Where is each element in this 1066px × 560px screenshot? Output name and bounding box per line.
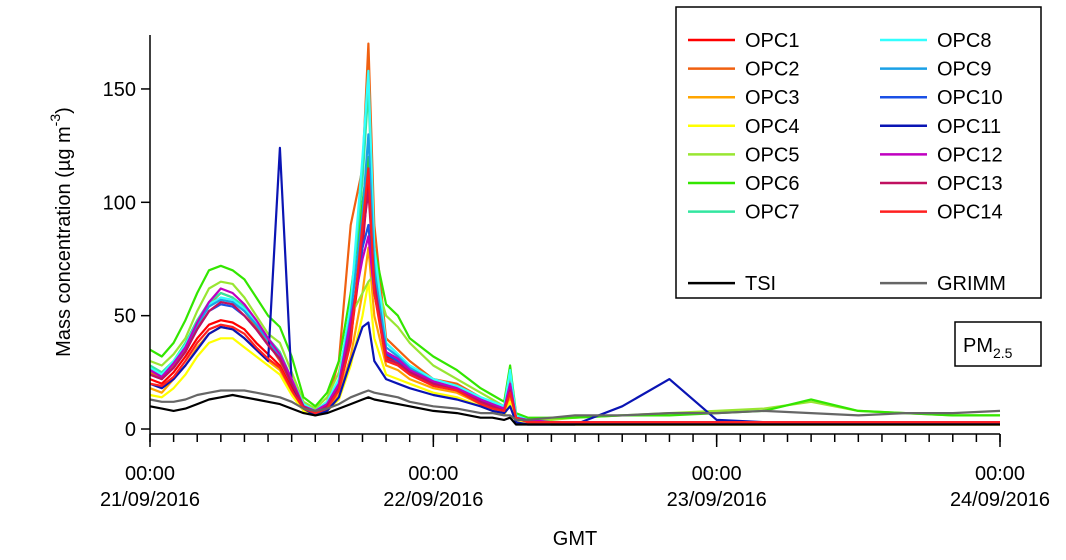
annotation-box bbox=[954, 321, 1042, 367]
y-tick-label: 100 bbox=[103, 192, 136, 214]
x-tick-label: 21/09/2016 bbox=[100, 489, 200, 511]
legend-label: TSI bbox=[745, 273, 776, 295]
y-tick-label: 150 bbox=[103, 79, 136, 101]
y-tick-label: 50 bbox=[114, 306, 136, 328]
x-axis-label: GMT bbox=[553, 528, 597, 550]
x-tick-label: 00:00 bbox=[975, 463, 1025, 485]
annotation: PM2.5 bbox=[963, 335, 1013, 361]
legend-label: OPC3 bbox=[745, 87, 799, 109]
legend-label: OPC11 bbox=[937, 116, 1001, 138]
legend-label: OPC14 bbox=[937, 202, 1003, 224]
legend-label: OPC7 bbox=[745, 202, 799, 224]
x-tick-label: 24/09/2016 bbox=[950, 489, 1050, 511]
x-tick-label: 00:00 bbox=[408, 463, 458, 485]
legend-label: OPC4 bbox=[745, 116, 799, 138]
series-line bbox=[149, 146, 1000, 426]
legend-label: OPC1 bbox=[745, 30, 799, 52]
series-line bbox=[149, 393, 1000, 426]
y-tick-label: 0 bbox=[125, 419, 136, 441]
y-axis-label: Mass concentration (µg m-3) bbox=[47, 107, 75, 357]
legend-label: GRIMM bbox=[937, 273, 1006, 295]
y-label-end: ) bbox=[53, 107, 75, 114]
annotation-subscript: 2.5 bbox=[993, 345, 1013, 361]
legend-label: OPC6 bbox=[745, 173, 799, 195]
series-line bbox=[149, 167, 1000, 424]
legend-box bbox=[675, 6, 1042, 299]
legend-label: OPC8 bbox=[937, 30, 991, 52]
x-tick-label: 23/09/2016 bbox=[667, 489, 767, 511]
series-line bbox=[149, 389, 1001, 421]
legend-label: OPC9 bbox=[937, 59, 991, 81]
annotation-text: PM bbox=[963, 335, 993, 357]
legend-label: OPC12 bbox=[937, 144, 1003, 166]
series-line bbox=[149, 155, 1000, 419]
y-label-main: Mass concentration (µg m bbox=[53, 126, 75, 357]
legend-label: OPC10 bbox=[937, 87, 1003, 109]
legend-label: OPC2 bbox=[745, 59, 799, 81]
x-tick-label: 22/09/2016 bbox=[383, 489, 483, 511]
legend-label: OPC5 bbox=[745, 144, 799, 166]
x-tick-label: 00:00 bbox=[125, 463, 175, 485]
legend-label: OPC13 bbox=[937, 173, 1003, 195]
x-tick-label: 00:00 bbox=[692, 463, 742, 485]
y-label-sup: -3 bbox=[47, 114, 63, 127]
